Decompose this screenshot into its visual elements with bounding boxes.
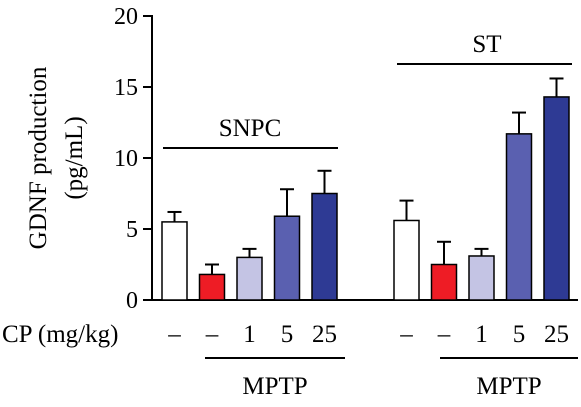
dose-label: – [167,321,181,348]
y-tick-label: 0 [126,288,138,314]
dose-label: – [205,321,219,348]
y-axis-title-line-2: (pg/mL) [61,116,88,199]
y-tick-label: 5 [126,217,138,243]
dose-label: – [437,321,451,348]
cp-dose-row-label: CP (mg/kg) [2,321,118,348]
mptp-label: MPTP [476,373,541,400]
bar [311,192,338,301]
bar [468,255,495,301]
dose-label: 1 [475,321,488,348]
bar [273,215,301,301]
group-label-snpc: SNPC [219,115,282,142]
y-tick-label: 10 [114,146,138,172]
y-axis-title-line-1: GDNF production [25,66,52,249]
bar [543,96,570,301]
dose-label: 1 [243,321,256,348]
bar [430,263,458,301]
dose-label: 25 [312,321,337,348]
y-axis-title: GDNF production (pg/mL) [25,66,88,249]
bar [393,219,420,301]
bar [236,256,263,301]
group-label-st: ST [472,31,501,58]
dose-label: 5 [513,321,526,348]
dose-label: 5 [281,321,294,348]
mptp-label: MPTP [242,373,307,400]
y-tick-label: 15 [114,75,138,101]
y-tick-label: 20 [114,4,138,30]
dose-label: – [399,321,413,348]
bar [161,221,188,301]
bar [198,273,226,301]
bar [505,133,533,301]
dose-label: 25 [544,321,569,348]
